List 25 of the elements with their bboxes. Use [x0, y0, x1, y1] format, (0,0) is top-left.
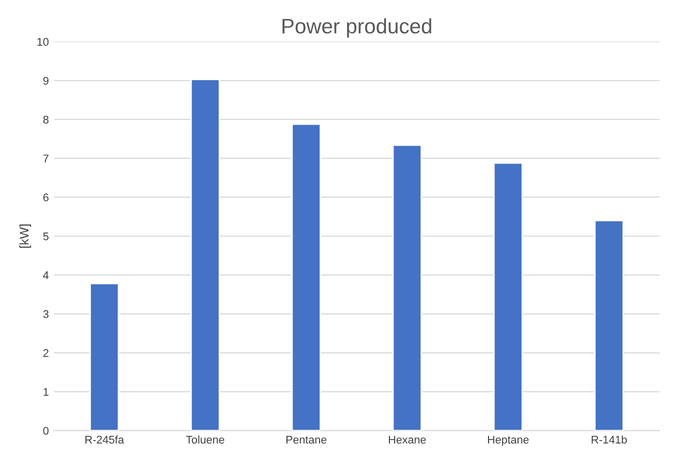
x-tick-label: Toluene	[186, 435, 224, 444]
y-tick-label: 3	[43, 310, 48, 318]
y-tick-label: 9	[43, 76, 48, 85]
bar	[89, 282, 120, 431]
y-tick-label: 4	[43, 271, 49, 280]
y-axis-title: [kW]	[19, 224, 32, 248]
y-tick-label: 1	[44, 388, 48, 396]
y-tick-label: 6	[43, 194, 48, 202]
chart-title: Power produced	[282, 18, 432, 38]
bar	[392, 144, 422, 431]
y-tick-label: 7	[43, 154, 48, 162]
bar	[594, 220, 624, 431]
y-tick-label: 10	[37, 38, 49, 46]
x-tick-label: Hexane	[388, 436, 426, 444]
y-tick-label: 0	[43, 426, 49, 435]
y-tick-label: 5	[43, 232, 49, 240]
x-tick-label: R-141b	[592, 435, 627, 444]
bar	[190, 78, 220, 431]
bar	[493, 162, 523, 431]
y-tick-label: 8	[43, 116, 48, 124]
x-tick-label: Heptane	[488, 436, 529, 446]
x-tick-label: R-245fa	[85, 435, 124, 444]
y-tick-label: 2	[43, 349, 48, 357]
x-tick-label: Pentane	[286, 436, 326, 444]
bar	[291, 123, 322, 431]
